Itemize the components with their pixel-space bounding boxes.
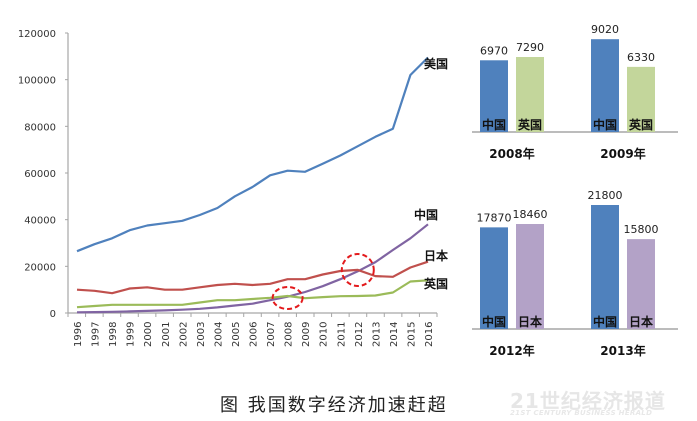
watermark-sub: 21ST CENTURY BUSINESS HERALD <box>510 409 653 417</box>
y-tick-label: 80000 <box>24 122 56 133</box>
bar-panel: 21800 中国 15800 日本 2013年 <box>588 189 659 358</box>
series-line <box>76 260 429 295</box>
chart-canvas: 0 20000 40000 60000 80000 100000 120000 1996 199… <box>18 23 678 358</box>
x-tick-label: 2015 <box>406 322 417 347</box>
x-tick-label: 2000 <box>143 322 154 347</box>
x-tick-label: 2010 <box>319 322 330 347</box>
bar <box>480 60 508 133</box>
bar <box>627 66 655 132</box>
x-tick-label: 2003 <box>196 322 207 347</box>
x-tick-label: 2014 <box>389 322 400 347</box>
x-tick-label: 1996 <box>73 322 84 347</box>
bar-value-label: 21800 <box>588 189 623 202</box>
series-line <box>76 279 429 309</box>
bar-panel: 9020 中国 6330 英国 2009年 <box>591 23 655 161</box>
y-tick-label: 120000 <box>18 29 56 40</box>
bar-value-label: 7290 <box>516 41 544 54</box>
bar-panel-title: 2012年 <box>489 343 534 358</box>
bar <box>480 227 508 329</box>
bar-value-label: 9020 <box>591 23 619 36</box>
x-tick-label: 2016 <box>424 322 435 347</box>
x-tick-label: 2001 <box>161 322 172 347</box>
bar-category-label: 中国 <box>593 314 617 329</box>
y-tick-label: 60000 <box>24 169 56 180</box>
bar-category-label: 日本 <box>518 314 542 329</box>
highlight-circle <box>271 286 304 310</box>
bar-category-label: 中国 <box>482 117 506 132</box>
series-line <box>76 223 429 314</box>
x-tick-label: 1999 <box>126 322 137 347</box>
series-label: 中国 <box>414 207 438 222</box>
bar-panel-title: 2009年 <box>600 146 645 161</box>
bar <box>516 224 544 329</box>
x-tick-label: 2006 <box>249 322 260 347</box>
x-tick-label: 2013 <box>371 322 382 347</box>
series-line <box>76 56 429 253</box>
x-tick-label: 2007 <box>266 322 277 347</box>
y-tick-label: 20000 <box>24 262 56 273</box>
x-tick-label: 2005 <box>231 322 242 347</box>
bar-category-label: 英国 <box>629 117 653 132</box>
series-label: 英国 <box>424 276 448 291</box>
x-tick-label: 2002 <box>178 322 189 347</box>
x-tick-label: 2009 <box>301 322 312 347</box>
bar-panel-title: 2013年 <box>600 343 645 358</box>
x-tick-label: 2008 <box>284 322 295 347</box>
watermark-main: 21世纪经济报道 <box>510 389 666 413</box>
bar-value-label: 15800 <box>624 223 659 236</box>
x-tick-label: 1997 <box>91 322 102 347</box>
bar-value-label: 18460 <box>513 208 548 221</box>
bar-panel: 17870 中国 18460 日本 2012年 <box>477 208 548 358</box>
x-tick-label: 1998 <box>108 322 119 347</box>
bar-value-label: 6330 <box>627 51 655 64</box>
series-label: 日本 <box>424 248 448 263</box>
bar-panel-title: 2008年 <box>489 146 534 161</box>
y-tick-label: 100000 <box>18 76 56 87</box>
x-tick-label: 2012 <box>354 322 365 347</box>
bar <box>591 39 619 132</box>
bar-value-label: 17870 <box>477 211 512 224</box>
x-tick-label: 2011 <box>336 322 347 347</box>
line-chart: 0 20000 40000 60000 80000 100000 120000 1996 199… <box>18 29 448 347</box>
bar-value-label: 6970 <box>480 44 508 57</box>
watermark-logo: 21世纪经济报道 21ST CENTURY BUSINESS HERALD <box>506 385 696 421</box>
bar <box>591 205 619 329</box>
bar-category-label: 中国 <box>482 314 506 329</box>
bar-category-label: 中国 <box>593 117 617 132</box>
bar-panel: 6970 中国 7290 英国 2008年 <box>480 41 544 161</box>
series-label: 美国 <box>424 56 448 71</box>
bar <box>627 239 655 329</box>
bar-charts: 6970 中国 7290 英国 2008年 9020 中国 6330 英国 2009年 17870 中… <box>472 23 678 358</box>
figure-caption: 图 我国数字经济加速赶超 21世纪经济报道 21ST CENTURY BUSIN… <box>0 385 697 421</box>
x-tick-label: 2004 <box>213 322 224 347</box>
bar-category-label: 日本 <box>629 314 653 329</box>
bar-category-label: 英国 <box>518 117 542 132</box>
y-tick-label: 40000 <box>24 216 56 227</box>
caption-text: 图 我国数字经济加速赶超 <box>220 395 448 416</box>
bar <box>516 57 544 132</box>
highlight-circle <box>340 253 375 287</box>
y-tick-label: 0 <box>50 309 56 320</box>
